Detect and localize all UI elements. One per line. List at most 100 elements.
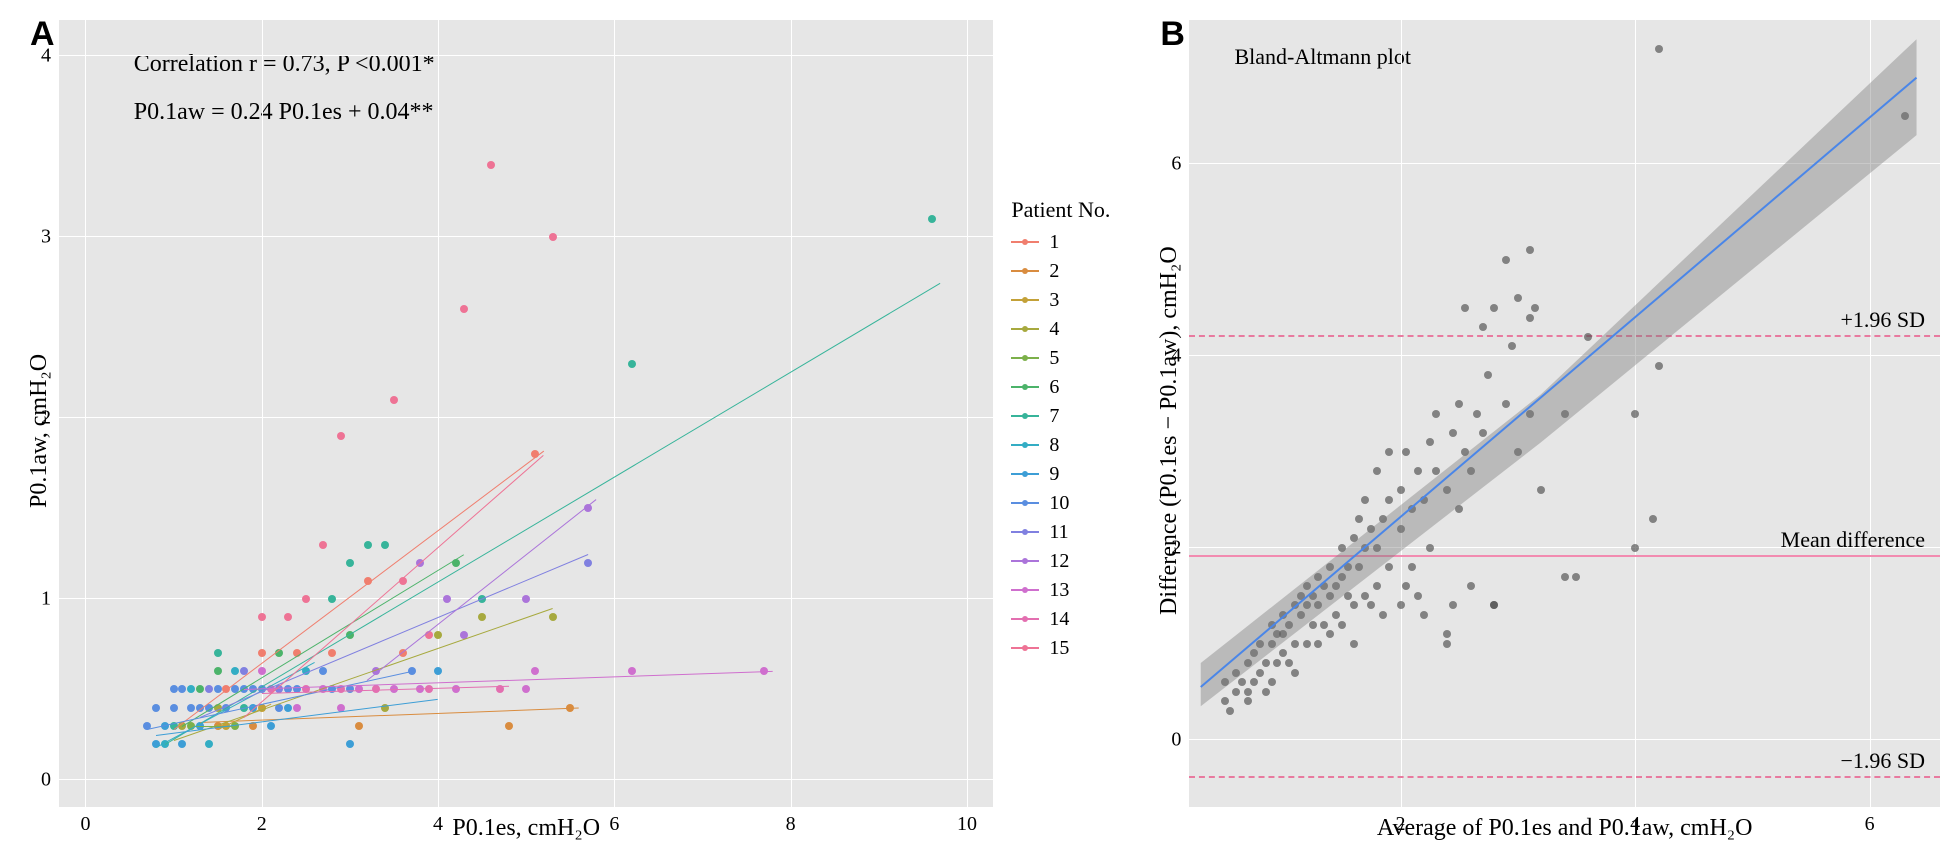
- ba-point: [1367, 601, 1375, 609]
- ba-point: [1297, 611, 1305, 619]
- scatter-point: [284, 613, 292, 621]
- scatter-point: [267, 722, 275, 730]
- legend-item: 15: [1011, 637, 1110, 660]
- ba-point: [1326, 592, 1334, 600]
- ba-point: [1631, 410, 1639, 418]
- legend-label: 3: [1049, 289, 1059, 312]
- scatter-point: [522, 595, 530, 603]
- legend-label: 6: [1049, 376, 1059, 399]
- x-tick-label: 8: [786, 813, 796, 836]
- ba-point: [1561, 410, 1569, 418]
- reference-line-label: +1.96 SD: [1840, 307, 1925, 333]
- ba-point: [1655, 45, 1663, 53]
- scatter-point: [214, 649, 222, 657]
- panel-b-x-label: Average of P0.1es and P0.1aw, cmH₂O: [1189, 807, 1940, 842]
- ba-point: [1314, 640, 1322, 648]
- gridline-h: [59, 55, 993, 56]
- legend-swatch: [1011, 241, 1039, 243]
- panel-b-plot-row: Difference (P0.1es − P0.1aw), cmH₂O Blan…: [1150, 20, 1940, 842]
- legend-item: 12: [1011, 550, 1110, 573]
- scatter-point: [478, 613, 486, 621]
- scatter-point: [258, 649, 266, 657]
- scatter-point: [346, 559, 354, 567]
- legend-swatch: [1011, 589, 1039, 591]
- panel-b-y-label: Difference (P0.1es − P0.1aw), cmH₂O: [1150, 20, 1189, 842]
- ba-point: [1285, 621, 1293, 629]
- scatter-point: [628, 360, 636, 368]
- ba-point: [1420, 496, 1428, 504]
- x-tick-label: 4: [1630, 813, 1640, 836]
- ba-point: [1432, 467, 1440, 475]
- y-tick-label: 1: [41, 587, 51, 610]
- ba-point: [1420, 611, 1428, 619]
- gridline-v: [791, 20, 792, 807]
- scatter-point: [443, 595, 451, 603]
- legend-swatch: [1011, 473, 1039, 475]
- ba-point: [1373, 582, 1381, 590]
- ba-point: [1303, 601, 1311, 609]
- panel-b-plot-area: Bland-Altmann plot 2460246+1.96 SDMean d…: [1189, 20, 1940, 807]
- scatter-point: [214, 667, 222, 675]
- ba-point: [1514, 294, 1522, 302]
- scatter-point: [390, 396, 398, 404]
- scatter-point: [434, 667, 442, 675]
- patient-trend-line: [173, 608, 552, 741]
- legend-swatch: [1011, 444, 1039, 446]
- scatter-point: [152, 704, 160, 712]
- scatter-point: [337, 432, 345, 440]
- ba-point: [1332, 611, 1340, 619]
- legend-item: 5: [1011, 347, 1110, 370]
- figure-container: A P0.1aw, cmH₂O Correlation r = 0.73, P …: [20, 20, 1940, 842]
- ba-point: [1262, 688, 1270, 696]
- scatter-point: [460, 305, 468, 313]
- ba-point: [1256, 640, 1264, 648]
- legend-label: 12: [1049, 550, 1069, 573]
- legend-item: 6: [1011, 376, 1110, 399]
- legend-label: 2: [1049, 260, 1059, 283]
- panel-a-plot-row: P0.1aw, cmH₂O Correlation r = 0.73, P <0…: [20, 20, 1110, 842]
- ba-point: [1467, 467, 1475, 475]
- ba-point: [1303, 582, 1311, 590]
- gridline-h: [59, 236, 993, 237]
- ba-point: [1291, 640, 1299, 648]
- ba-point: [1326, 563, 1334, 571]
- ba-point: [1461, 448, 1469, 456]
- panel-b-y-label-text: Difference (P0.1es − P0.1aw), cmH₂O: [1156, 247, 1183, 616]
- ba-point: [1449, 601, 1457, 609]
- ba-point: [1443, 630, 1451, 638]
- ba-point: [1361, 496, 1369, 504]
- panel-a-plot-area: Correlation r = 0.73, P <0.001* P0.1aw =…: [59, 20, 993, 807]
- legend-swatch: [1011, 415, 1039, 417]
- panel-a-legend: Patient No. 123456789101112131415: [993, 20, 1110, 842]
- ba-point: [1303, 640, 1311, 648]
- scatter-point: [522, 685, 530, 693]
- ba-point: [1268, 640, 1276, 648]
- scatter-point: [178, 740, 186, 748]
- ba-point: [1226, 707, 1234, 715]
- legend-swatch: [1011, 270, 1039, 272]
- scatter-point: [434, 631, 442, 639]
- gridline-v: [1870, 20, 1871, 807]
- ba-point: [1901, 112, 1909, 120]
- legend-label: 8: [1049, 434, 1059, 457]
- panel-a: A P0.1aw, cmH₂O Correlation r = 0.73, P …: [20, 20, 1110, 842]
- ba-point: [1367, 525, 1375, 533]
- ba-point: [1355, 563, 1363, 571]
- legend-item: 13: [1011, 579, 1110, 602]
- ba-point: [1314, 573, 1322, 581]
- gridline-h: [1189, 163, 1940, 164]
- ba-point: [1221, 678, 1229, 686]
- ba-point: [1484, 371, 1492, 379]
- ba-point: [1244, 688, 1252, 696]
- reference-line: [1189, 555, 1940, 557]
- ba-point: [1291, 601, 1299, 609]
- ba-point: [1490, 304, 1498, 312]
- ba-point: [1350, 640, 1358, 648]
- ba-point: [1502, 256, 1510, 264]
- ba-point: [1361, 544, 1369, 552]
- y-tick-label: 3: [41, 226, 51, 249]
- scatter-point: [196, 685, 204, 693]
- panel-b-plot-wrap: Bland-Altmann plot 2460246+1.96 SDMean d…: [1189, 20, 1940, 842]
- ba-point: [1385, 448, 1393, 456]
- scatter-point: [346, 740, 354, 748]
